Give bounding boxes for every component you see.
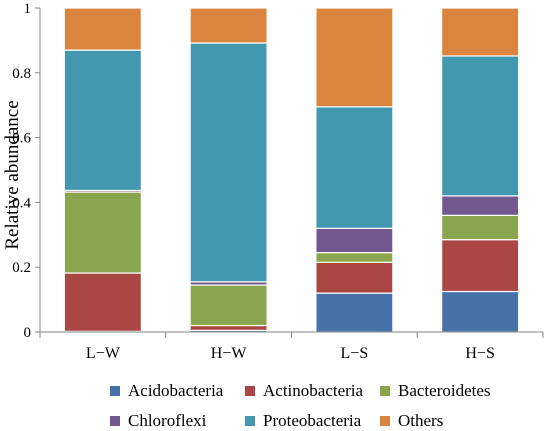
- legend-label: Acidobacteria: [128, 381, 224, 400]
- bar-segment-actinobacteria-4: [441, 239, 520, 293]
- legend-label: Bacteroidetes: [398, 381, 491, 400]
- bar-segment-proteobacteria-3: [315, 106, 394, 229]
- bar-segment-acidobacteria-4: [441, 290, 520, 333]
- legend-swatch: [380, 416, 390, 426]
- legend-item-proteobacteria: Proteobacteria: [245, 411, 361, 431]
- bar-segment-bacteroidetes-4: [441, 214, 520, 241]
- bar-segment-others-2: [189, 7, 268, 44]
- legend-item-acidobacteria: Acidobacteria: [110, 381, 223, 401]
- legend-swatch: [380, 386, 390, 396]
- bar-segment-actinobacteria-2: [189, 324, 268, 331]
- legend-label: Chloroflexi: [128, 411, 207, 430]
- y-ticks-group: 0 0.2 0.4 0.6 0.8 1: [12, 1, 40, 341]
- legend-item-chloroflexi: Chloroflexi: [110, 411, 206, 431]
- bar-segment-proteobacteria-4: [441, 55, 520, 197]
- legend-swatch: [245, 386, 255, 396]
- y-tick-label: 0.8: [12, 66, 31, 82]
- y-axis-title: Relative abundance: [2, 100, 23, 249]
- stacked-bar-chart: Relative abundance 0 0.2 0.4 0.6 0.8 1 L−W H−W…: [2, 1, 544, 362]
- bar-segment-actinobacteria-3: [315, 261, 394, 294]
- y-tick-label: 0.4: [12, 195, 31, 211]
- bars-group: [63, 7, 520, 333]
- legend-swatch: [245, 416, 255, 426]
- y-tick-label: 0.2: [12, 260, 31, 276]
- legend-label: Others: [398, 411, 444, 430]
- legend-swatch: [110, 416, 120, 426]
- bar-segment-bacteroidetes-3: [315, 252, 394, 263]
- y-tick-label: 1: [24, 1, 32, 17]
- bar-segment-chloroflexi-3: [315, 227, 394, 254]
- bar-segment-bacteroidetes-1: [63, 191, 142, 274]
- legend-item-others: Others: [380, 411, 443, 431]
- y-tick-label: 0.6: [12, 131, 31, 147]
- bar-segment-others-3: [315, 7, 394, 108]
- x-tick-label: L−W: [86, 345, 121, 362]
- bar-segment-proteobacteria-2: [189, 42, 268, 283]
- bar-segment-bacteroidetes-2: [189, 284, 268, 327]
- legend-label: Proteobacteria: [263, 411, 362, 430]
- x-ticks-group: L−W H−W L−S H−S: [86, 345, 495, 362]
- legend-item-actinobacteria: Actinobacteria: [245, 381, 363, 401]
- x-tick-label: H−W: [211, 345, 248, 362]
- y-tick-label: 0: [24, 325, 32, 341]
- bar-segment-acidobacteria-3: [315, 292, 394, 333]
- legend-label: Actinobacteria: [263, 381, 364, 400]
- bar-segment-actinobacteria-1: [63, 272, 142, 332]
- legend-item-bacteroidetes: Bacteroidetes: [380, 381, 491, 401]
- x-tick-label: L−S: [341, 345, 369, 362]
- bar-segment-proteobacteria-1: [63, 49, 142, 192]
- bar-segment-others-1: [63, 7, 142, 51]
- legend: Acidobacteria Actinobacteria Bacteroidetes…: [0, 372, 545, 431]
- bar-segment-chloroflexi-4: [441, 195, 520, 216]
- x-tick-label: H−S: [465, 345, 494, 362]
- bar-segment-others-4: [441, 7, 520, 57]
- legend-swatch: [110, 386, 120, 396]
- axes-group: [39, 8, 544, 338]
